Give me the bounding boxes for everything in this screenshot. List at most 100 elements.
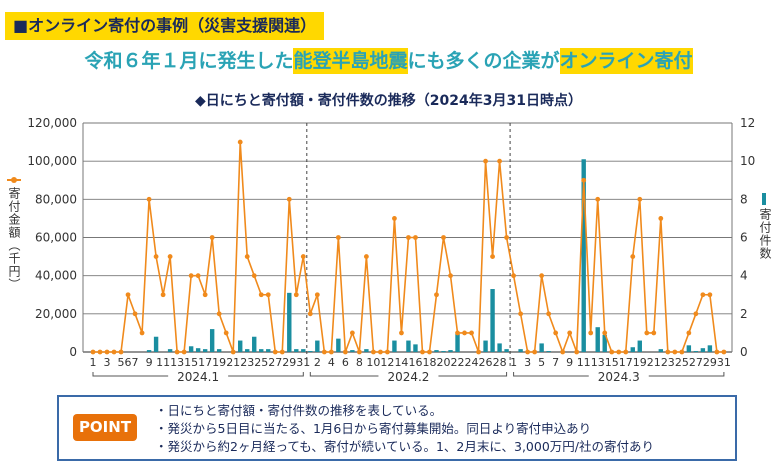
count-bar [546, 351, 551, 352]
x-tick-label: 9 [566, 356, 573, 369]
amount-point [251, 273, 257, 279]
amount-point [476, 349, 481, 355]
count-bar [700, 348, 706, 352]
month-bracket [513, 372, 725, 377]
x-tick-label: 10 [366, 356, 380, 369]
chart-title: ◆日にちと寄付額・寄付件数の推移（2024年3月31日時点） [195, 93, 582, 109]
count-bar [504, 349, 509, 352]
amount-point [567, 330, 573, 336]
amount-point [399, 330, 404, 336]
x-tick-label: 6 [342, 356, 349, 369]
count-bar [315, 340, 320, 352]
amount-point [518, 311, 524, 317]
count-bar [693, 351, 699, 352]
x-tick-label: 16 [408, 356, 422, 369]
amount-point [300, 254, 306, 259]
amount-point [216, 311, 222, 317]
amount-point [413, 235, 418, 240]
x-tick-label: 29 [282, 356, 296, 369]
x-tick-label: 7 [552, 356, 559, 369]
amount-point [111, 349, 117, 355]
amount-point [672, 349, 678, 355]
y-tick-left: 100,000 [27, 154, 77, 168]
amount-point [532, 349, 538, 355]
amount-point [167, 254, 173, 259]
headline-highlight-earthquake: 能登半島地震 [293, 48, 408, 74]
amount-point [469, 330, 474, 336]
count-bar [287, 292, 292, 352]
amount-point [371, 349, 376, 355]
count-bar [238, 340, 243, 352]
point-badge: POINT [73, 414, 137, 441]
amount-point [609, 349, 615, 355]
count-bar [686, 345, 692, 352]
count-bar [707, 345, 713, 352]
amount-point [588, 330, 594, 336]
amount-point [202, 292, 208, 298]
x-tick-label: 19 [212, 356, 226, 369]
amount-point [279, 349, 285, 355]
amount-point [595, 196, 601, 202]
x-tick-label: 3 [104, 356, 111, 369]
amount-point [525, 349, 531, 355]
count-bar [413, 344, 418, 352]
amount-point [230, 349, 236, 355]
count-bar [153, 336, 159, 352]
amount-line [93, 142, 724, 355]
count-bar [266, 349, 271, 352]
y-tick-left: 60,000 [35, 231, 77, 245]
y-axis-label-left: 寄付金額（千円） [7, 187, 21, 291]
amount-point [342, 349, 348, 355]
count-bar [637, 340, 642, 352]
section-title: ■オンライン寄付の事例（災害支援関連） [5, 12, 325, 40]
count-bar [252, 336, 257, 352]
amount-point [385, 349, 390, 355]
x-tick-label: 31 [717, 356, 731, 369]
amount-point [209, 235, 215, 240]
x-tick-label: 23 [661, 356, 675, 369]
count-bar [539, 343, 544, 352]
amount-point [153, 254, 159, 259]
count-bar [455, 333, 460, 352]
y-tick-right: 10 [740, 154, 755, 168]
x-tick-label: 27 [689, 356, 703, 369]
count-bar [406, 340, 411, 352]
count-bar [245, 349, 250, 352]
amount-point [321, 349, 327, 355]
amount-point [616, 349, 622, 355]
amount-point [174, 349, 180, 355]
amount-point [714, 349, 720, 355]
amount-point [272, 349, 278, 355]
x-tick-label: 18 [422, 356, 436, 369]
y-tick-left: 0 [69, 345, 77, 359]
count-bar [364, 349, 369, 352]
amount-point [553, 330, 559, 336]
amount-point [420, 349, 425, 355]
right-legend-marker [762, 193, 766, 205]
amount-point [132, 311, 138, 317]
amount-point [265, 292, 271, 298]
count-bar [595, 327, 600, 352]
amount-point [721, 349, 727, 355]
amount-point [188, 273, 194, 279]
amount-point [574, 349, 580, 355]
point-box: POINT ・日にちと寄付額・寄付件数の推移を表している。 ・発災から5日目に当… [57, 395, 737, 461]
amount-point [644, 330, 650, 336]
amount-point [707, 292, 713, 298]
amount-point [195, 273, 201, 279]
count-bar [259, 349, 264, 352]
x-tick-label: 2 [314, 356, 321, 369]
y-tick-left: 40,000 [35, 269, 77, 283]
x-tick-label: 17 [198, 356, 212, 369]
amount-point [97, 349, 103, 355]
amount-point [504, 235, 509, 240]
y-tick-right: 0 [740, 345, 748, 359]
amount-point [427, 349, 432, 355]
amount-point [637, 196, 643, 202]
x-tick-label: 3 [524, 356, 531, 369]
x-tick-label: 21 [647, 356, 661, 369]
count-bar [602, 334, 607, 352]
amount-point [244, 254, 250, 259]
x-tick-label: 28 [493, 356, 507, 369]
x-tick-label: 23 [240, 356, 254, 369]
